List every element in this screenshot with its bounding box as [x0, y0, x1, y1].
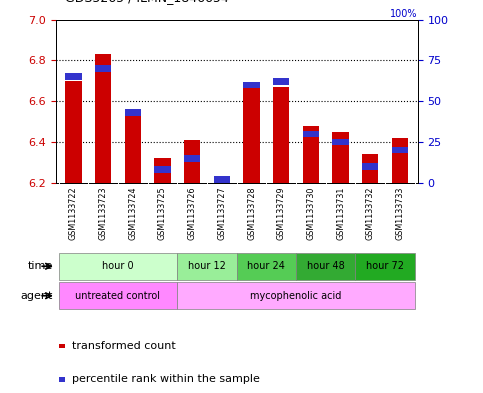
Bar — [273, 87, 289, 183]
Text: GSM1133730: GSM1133730 — [306, 186, 315, 240]
Text: GSM1133725: GSM1133725 — [158, 186, 167, 240]
Text: untreated control: untreated control — [75, 291, 160, 301]
Text: GSM1133728: GSM1133728 — [247, 186, 256, 240]
Bar — [296, 253, 355, 279]
Text: GSM1133723: GSM1133723 — [99, 186, 108, 240]
Text: hour 0: hour 0 — [102, 261, 134, 271]
Text: transformed count: transformed count — [72, 341, 176, 351]
Text: hour 24: hour 24 — [247, 261, 285, 271]
Text: GSM1133731: GSM1133731 — [336, 186, 345, 240]
Bar — [125, 111, 141, 183]
Bar — [392, 147, 408, 153]
Text: hour 48: hour 48 — [307, 261, 345, 271]
Bar — [243, 87, 260, 183]
Bar — [303, 130, 319, 137]
Bar — [237, 253, 296, 279]
Bar — [154, 158, 170, 183]
Bar — [125, 109, 141, 116]
Bar — [213, 176, 230, 183]
Text: agent: agent — [21, 291, 53, 301]
Bar — [58, 283, 177, 309]
Text: GSM1133726: GSM1133726 — [187, 186, 197, 240]
Bar — [243, 82, 260, 88]
Bar — [177, 253, 237, 279]
Bar — [273, 78, 289, 85]
Text: 100%: 100% — [390, 9, 418, 19]
Bar — [95, 65, 111, 72]
Bar — [65, 81, 82, 183]
Text: GSM1133729: GSM1133729 — [277, 186, 286, 240]
Text: GSM1133732: GSM1133732 — [366, 186, 375, 240]
Text: hour 12: hour 12 — [188, 261, 226, 271]
Text: GDS5265 / ILMN_1846654: GDS5265 / ILMN_1846654 — [65, 0, 229, 4]
Text: hour 72: hour 72 — [366, 261, 404, 271]
Text: percentile rank within the sample: percentile rank within the sample — [72, 375, 260, 384]
Bar — [184, 140, 200, 183]
Text: GSM1133733: GSM1133733 — [396, 186, 404, 240]
Bar — [392, 138, 408, 183]
Bar — [362, 154, 379, 183]
Bar — [59, 377, 65, 382]
Bar — [362, 163, 379, 170]
Bar — [332, 132, 349, 183]
Bar — [59, 343, 65, 348]
Bar — [213, 179, 230, 183]
Bar — [65, 73, 82, 80]
Bar — [177, 283, 415, 309]
Bar — [95, 54, 111, 183]
Text: GSM1133724: GSM1133724 — [128, 186, 137, 240]
Bar — [154, 166, 170, 173]
Bar — [355, 253, 415, 279]
Text: time: time — [28, 261, 53, 271]
Bar — [58, 253, 177, 279]
Text: GSM1133727: GSM1133727 — [217, 186, 227, 240]
Bar — [303, 126, 319, 183]
Text: GSM1133722: GSM1133722 — [69, 186, 78, 240]
Text: mycophenolic acid: mycophenolic acid — [250, 291, 342, 301]
Bar — [332, 139, 349, 145]
Bar — [184, 155, 200, 162]
